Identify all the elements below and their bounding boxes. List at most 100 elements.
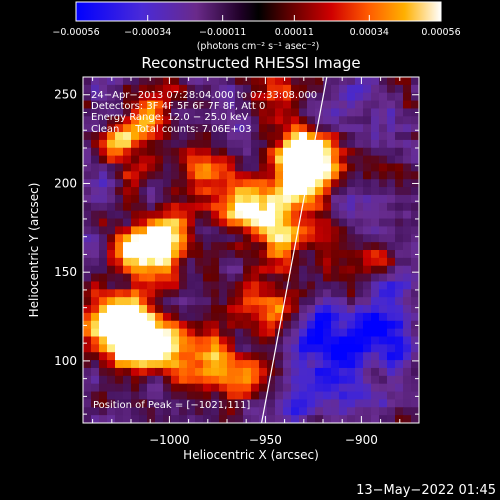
heatmap-cell xyxy=(171,391,180,401)
heatmap-cell xyxy=(259,336,268,345)
heatmap-cell xyxy=(203,320,212,330)
heatmap-cell xyxy=(331,257,340,267)
heatmap-cell xyxy=(387,375,396,385)
heatmap-cell xyxy=(147,305,156,314)
heatmap-cell xyxy=(195,305,204,314)
heatmap-cell xyxy=(347,305,356,314)
heatmap-cell xyxy=(123,336,132,345)
heatmap-cell xyxy=(251,312,260,322)
heatmap-cell xyxy=(371,124,380,133)
heatmap-cell xyxy=(163,234,172,243)
heatmap-cell xyxy=(107,179,116,188)
heatmap-cell xyxy=(123,210,132,220)
heatmap-cell xyxy=(187,84,196,94)
heatmap-cell xyxy=(259,218,268,228)
heatmap-cell xyxy=(347,281,356,290)
heatmap-cell xyxy=(355,336,364,345)
heatmap-cell xyxy=(347,194,356,204)
heatmap-cell xyxy=(123,367,132,377)
heatmap-cell xyxy=(411,407,419,416)
heatmap-cell xyxy=(307,124,316,133)
heatmap-cell xyxy=(347,116,356,125)
heatmap-cell xyxy=(251,289,260,298)
heatmap-cell xyxy=(211,139,220,149)
heatmap-cell xyxy=(395,92,404,102)
heatmap-cell xyxy=(291,226,300,235)
heatmap-cell xyxy=(323,265,332,275)
heatmap-cell xyxy=(203,336,212,345)
heatmap-cell xyxy=(323,297,332,306)
heatmap-cell xyxy=(219,415,228,423)
heatmap-cell xyxy=(139,360,148,369)
heatmap-cell xyxy=(107,289,116,298)
heatmap-cell xyxy=(307,108,316,117)
heatmap-cell xyxy=(363,108,372,117)
heatmap-cell xyxy=(283,202,292,212)
heatmap-cell xyxy=(123,407,132,416)
heatmap-cell xyxy=(275,367,284,377)
heatmap-cell xyxy=(227,147,236,157)
heatmap-cell xyxy=(171,407,180,416)
heatmap-cell xyxy=(123,234,132,243)
heatmap-cell xyxy=(283,84,292,94)
heatmap-cell xyxy=(315,297,324,306)
heatmap-cell xyxy=(139,116,148,125)
heatmap-cell xyxy=(347,297,356,306)
heatmap-cell xyxy=(283,320,292,330)
heatmap-cell xyxy=(283,124,292,133)
heatmap-cell xyxy=(155,336,164,345)
heatmap-cell xyxy=(243,171,252,180)
heatmap-cell xyxy=(243,163,252,172)
heatmap-cell xyxy=(331,367,340,377)
heatmap-cell xyxy=(363,163,372,172)
heatmap-cell xyxy=(163,399,172,408)
heatmap-cell xyxy=(179,84,188,94)
heatmap-cell xyxy=(179,312,188,322)
heatmap-cell xyxy=(387,352,396,361)
heatmap-cell xyxy=(411,202,419,212)
heatmap-cell xyxy=(147,179,156,188)
heatmap-cell xyxy=(115,226,124,235)
heatmap-cell xyxy=(195,171,204,180)
heatmap-cell xyxy=(395,399,404,408)
heatmap-cell xyxy=(411,257,419,267)
heatmap-cell xyxy=(251,407,260,416)
heatmap-cell xyxy=(315,147,324,157)
heatmap-cell xyxy=(155,250,164,259)
heatmap-cell xyxy=(195,289,204,298)
heatmap-cell xyxy=(211,305,220,314)
heatmap-cell xyxy=(387,289,396,298)
heatmap-cell xyxy=(267,92,276,102)
heatmap-cell xyxy=(283,155,292,165)
heatmap-cell xyxy=(227,242,236,251)
annotation-peak-position: Position of Peak = [−1021,111] xyxy=(93,400,250,411)
heatmap-cell xyxy=(355,194,364,204)
heatmap-cell xyxy=(323,399,332,408)
heatmap-cell xyxy=(131,367,140,377)
heatmap-cell xyxy=(347,360,356,369)
heatmap-cell xyxy=(259,171,268,180)
heatmap-cell xyxy=(99,124,108,133)
heatmap-cell xyxy=(219,100,228,110)
heatmap-cell xyxy=(387,367,396,377)
heatmap-cell xyxy=(195,92,204,102)
heatmap-cell xyxy=(379,265,388,275)
heatmap-cell xyxy=(163,171,172,180)
heatmap-cell xyxy=(331,273,340,283)
heatmap-cell xyxy=(99,171,108,180)
heatmap-cell xyxy=(379,328,388,338)
heatmap-cell xyxy=(147,139,156,149)
heatmap-cell xyxy=(331,194,340,204)
heatmap-cell xyxy=(147,124,156,133)
heatmap-cell xyxy=(147,312,156,322)
heatmap-cell xyxy=(323,132,332,141)
heatmap-cell xyxy=(195,352,204,361)
heatmap-cell xyxy=(171,210,180,220)
heatmap-cell xyxy=(131,344,140,353)
heatmap-cell xyxy=(251,360,260,369)
heatmap-cell xyxy=(99,250,108,259)
heatmap-cell xyxy=(379,399,388,408)
heatmap-cell xyxy=(259,202,268,212)
heatmap-cell xyxy=(179,391,188,401)
heatmap-cell xyxy=(379,116,388,125)
